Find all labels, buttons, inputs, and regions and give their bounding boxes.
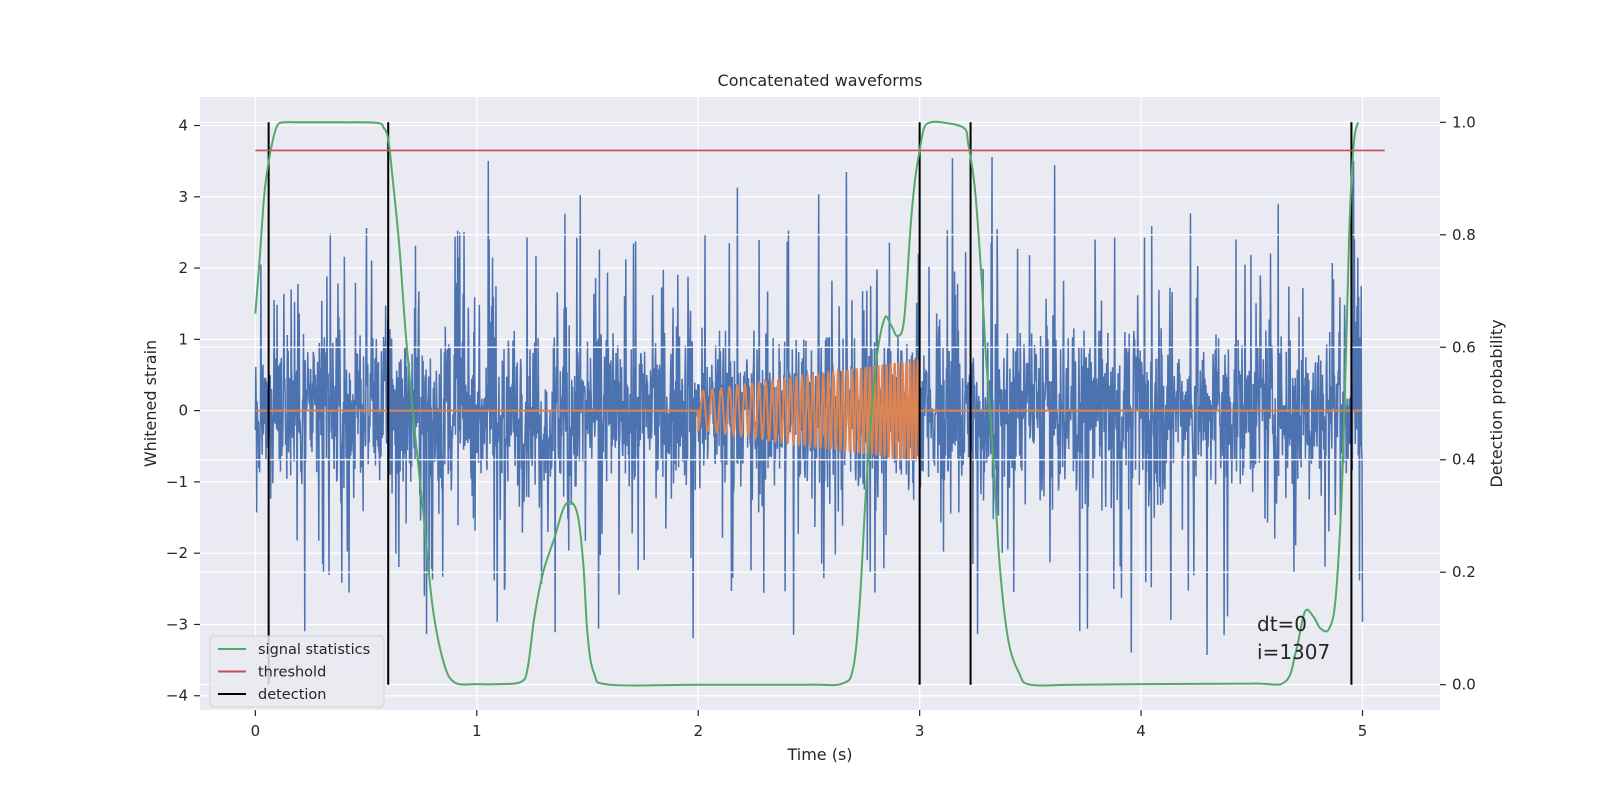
y-tick-label: −4 [166, 687, 188, 705]
y-tick-label: 1 [178, 330, 188, 348]
y2-tick-label: 0.2 [1452, 563, 1476, 581]
y2-tick-label: 1.0 [1452, 113, 1476, 131]
x-tick-label: 4 [1136, 722, 1146, 740]
axes-layer: 0 1 2 3 4 5 4 3 2 1 0 −1 −2 −3 −4 1.0 0.8 0.6 0.4 0.2 0.0 [166, 113, 1476, 740]
injection-line [255, 359, 1363, 462]
legend: signal statistics threshold detection [209, 635, 385, 708]
legend-label-detection: detection [258, 687, 326, 703]
y2-axis-title: Detection probability [1487, 319, 1506, 487]
y2-tick-label: 0.6 [1452, 338, 1476, 356]
chart-title: Concatenated waveforms [718, 71, 923, 90]
legend-box [209, 635, 385, 708]
y2-tick-label: 0.8 [1452, 226, 1476, 244]
y-tick-label: 4 [178, 117, 188, 135]
legend-label-threshold: threshold [258, 665, 326, 681]
y2-tick-label: 0.4 [1452, 451, 1476, 469]
right-axis-grid-lines [200, 121, 1440, 686]
y-tick-label: −1 [166, 473, 188, 491]
y2-tick-label: 0.0 [1452, 676, 1476, 694]
annotation-index: i=1307 [1257, 640, 1330, 664]
y-tick-label: 3 [178, 188, 188, 206]
x-tick-label: 1 [472, 722, 482, 740]
x-tick-label: 0 [251, 722, 261, 740]
x-tick-label: 5 [1358, 722, 1368, 740]
x-tick-label: 3 [915, 722, 925, 740]
signal-statistics-line [254, 120, 1360, 687]
legend-label-signal-statistics: signal statistics [258, 642, 370, 658]
y-tick-label: −3 [166, 615, 188, 633]
x-axis-title: Time (s) [786, 745, 852, 764]
y-tick-label: 0 [178, 402, 188, 420]
x-tick-label: 2 [693, 722, 703, 740]
y-axis-title: Whitened strain [141, 340, 160, 467]
injection-series [255, 359, 1363, 462]
annotation-dt: dt=0 [1257, 612, 1307, 636]
probability-layer [254, 120, 1385, 687]
y-tick-label: 2 [178, 259, 188, 277]
y-tick-label: −2 [166, 544, 188, 562]
